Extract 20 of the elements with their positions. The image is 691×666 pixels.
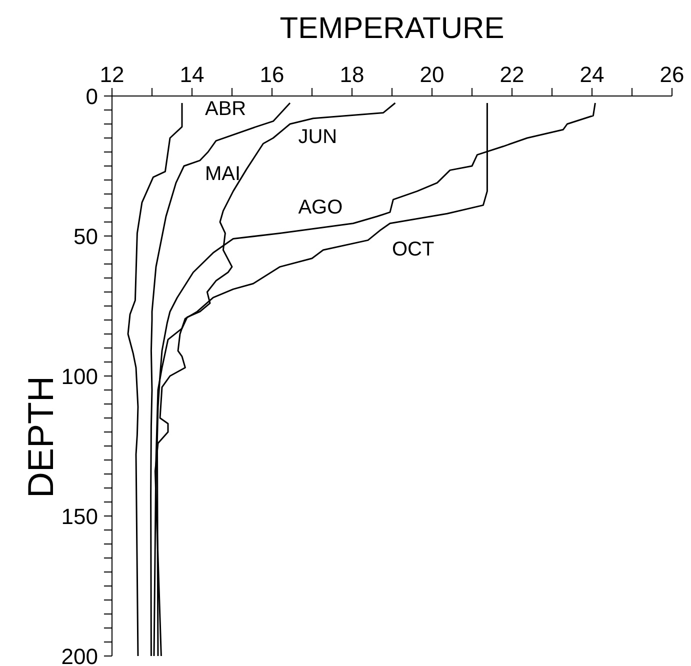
x-tick-label: 22 — [500, 62, 524, 87]
y-tick-label: 100 — [61, 364, 98, 389]
x-tick-label: 18 — [340, 62, 364, 87]
x-tick-label: 26 — [660, 62, 684, 87]
y-axis-title: DEPTH — [20, 376, 61, 498]
series-label: OCT — [392, 238, 434, 260]
x-tick-label: 16 — [260, 62, 284, 87]
y-tick-label: 200 — [61, 644, 98, 666]
y-tick-label: 0 — [86, 84, 98, 109]
x-tick-label: 20 — [420, 62, 444, 87]
x-axis-title: TEMPERATURE — [278, 12, 506, 46]
x-tick-label: 12 — [100, 62, 124, 87]
series-label: JUN — [298, 126, 338, 148]
x-tick-label: 14 — [180, 62, 204, 87]
y-tick-label: 150 — [61, 504, 98, 529]
x-tick-label: 24 — [580, 62, 604, 87]
series-label: AGO — [298, 196, 343, 218]
series-label: MAI — [205, 163, 241, 185]
y-tick-label: 50 — [74, 224, 98, 249]
series-label: ABR — [205, 98, 246, 120]
